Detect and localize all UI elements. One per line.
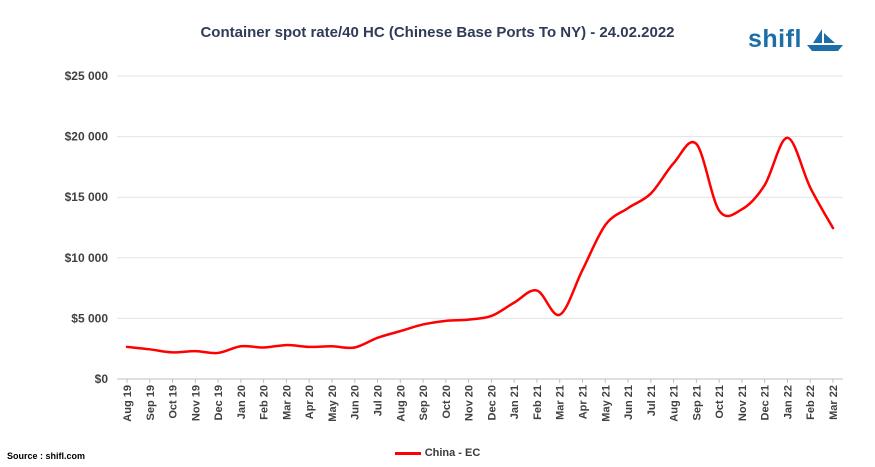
- chart-title: Container spot rate/40 HC (Chinese Base …: [200, 24, 675, 41]
- x-tick-label: Apr 20: [304, 385, 316, 419]
- data-point: [809, 186, 811, 188]
- data-point: [604, 224, 606, 226]
- y-tick-label: $0: [95, 372, 109, 386]
- y-tick-label: $10 000: [65, 251, 109, 265]
- y-tick-label: $15 000: [65, 190, 109, 204]
- data-point: [786, 137, 788, 139]
- x-tick-label: Sep 21: [691, 385, 703, 420]
- data-point: [331, 345, 333, 347]
- x-tick-label: Mar 21: [555, 385, 567, 420]
- data-point: [559, 314, 561, 316]
- legend-label: China - EC: [424, 447, 481, 459]
- x-tick-label: Aug 19: [122, 385, 134, 422]
- series-line: [125, 136, 835, 355]
- x-tick-label: Nov 20: [464, 385, 476, 421]
- x-tick-label: Oct 21: [714, 385, 726, 419]
- x-tick-label: May 20: [327, 385, 339, 422]
- legend: China - EC: [0, 447, 875, 459]
- data-point: [490, 315, 492, 317]
- data-point: [513, 301, 515, 303]
- x-tick-label: Mar 20: [281, 385, 293, 420]
- data-point: [262, 346, 264, 348]
- sailboat-icon: [806, 28, 843, 51]
- x-tick-label: Mar 22: [828, 385, 840, 420]
- data-point: [467, 318, 469, 320]
- x-tick-label: Jan 20: [236, 385, 248, 419]
- data-point: [285, 344, 287, 346]
- data-point: [308, 346, 310, 348]
- data-point: [445, 320, 447, 322]
- x-tick-label: Jul 20: [373, 385, 385, 416]
- data-point: [741, 208, 743, 210]
- x-tick-label: Feb 20: [259, 385, 271, 420]
- x-tick-label: Aug 21: [669, 385, 681, 422]
- x-tick-label: Oct 20: [441, 385, 453, 419]
- x-tick-label: Jul 21: [646, 385, 658, 416]
- data-point: [240, 345, 242, 347]
- data-point: [650, 192, 652, 194]
- y-tick-label: $25 000: [65, 69, 109, 83]
- x-tick-label: Jan 22: [782, 385, 794, 419]
- data-point: [399, 330, 401, 332]
- x-tick-label: Feb 22: [805, 385, 817, 420]
- x-tick-label: Nov 19: [190, 385, 202, 421]
- data-point: [194, 350, 196, 352]
- data-point: [422, 323, 424, 325]
- legend-swatch: [394, 451, 421, 455]
- x-tick-label: Jun 20: [350, 385, 362, 420]
- x-tick-label: Feb 21: [532, 385, 544, 420]
- x-tick-label: May 21: [600, 385, 612, 422]
- shifl-logo: shifl: [748, 25, 845, 54]
- data-point: [718, 209, 720, 211]
- data-point: [126, 346, 128, 348]
- x-tick-label: Sep 20: [418, 385, 430, 420]
- y-tick-label: $5 000: [71, 311, 108, 325]
- x-tick-label: Apr 21: [577, 385, 589, 419]
- data-point: [832, 227, 834, 229]
- x-tick-label: Sep 19: [145, 385, 157, 420]
- data-point: [581, 269, 583, 271]
- data-point: [217, 352, 219, 354]
- y-tick-label: $20 000: [65, 130, 109, 144]
- data-point: [171, 351, 173, 353]
- data-point: [376, 337, 378, 339]
- x-tick-label: Jun 21: [623, 385, 635, 420]
- x-tick-label: Dec 19: [213, 385, 225, 420]
- source-note: Source : shifl.com: [7, 451, 86, 461]
- data-point: [354, 346, 356, 348]
- x-tick-label: Aug 20: [395, 385, 407, 422]
- data-point: [149, 348, 151, 350]
- data-point: [672, 162, 674, 164]
- x-tick-label: Dec 21: [760, 385, 772, 420]
- x-tick-label: Jan 21: [509, 385, 521, 419]
- data-point: [763, 184, 765, 186]
- x-tick-label: Oct 19: [168, 385, 180, 419]
- data-point: [536, 289, 538, 291]
- x-tick-label: Nov 21: [737, 385, 749, 421]
- data-point: [627, 207, 629, 209]
- data-point: [695, 143, 697, 145]
- x-tick-label: Dec 20: [486, 385, 498, 420]
- logo-text: shifl: [748, 25, 802, 53]
